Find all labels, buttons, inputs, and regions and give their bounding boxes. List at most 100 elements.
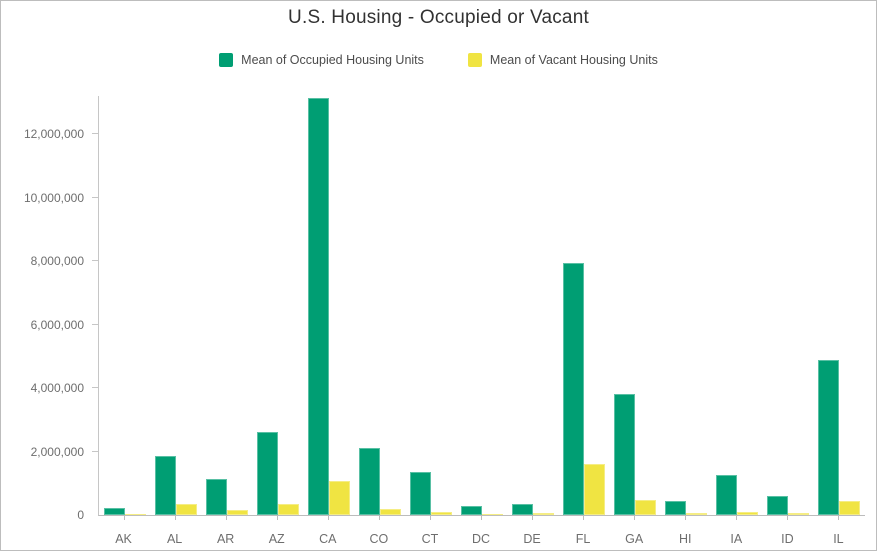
x-axis-label: CT	[421, 532, 439, 546]
bar-occupied-co[interactable]	[358, 448, 380, 515]
x-axis-label: ID	[781, 532, 794, 546]
bar-vacant-il[interactable]	[839, 500, 861, 515]
x-axis-tick	[634, 516, 636, 520]
x-axis-label: HI	[678, 532, 692, 546]
x-axis-cell-de: DE	[507, 516, 558, 548]
x-axis-cell-ar: AR	[200, 516, 251, 548]
x-axis-label: IA	[730, 532, 743, 546]
x-axis-tick	[429, 516, 431, 520]
bar-group-hi	[661, 96, 712, 515]
bar-occupied-hi[interactable]	[665, 501, 687, 515]
x-axis-label: CA	[319, 532, 337, 546]
x-axis: AK AL AR AZ CA CO CT DC DE FL GA HI IA ID IL	[98, 516, 864, 548]
x-axis-cell-il: IL	[813, 516, 864, 548]
x-axis-tick	[838, 516, 840, 520]
bar-occupied-id[interactable]	[767, 495, 789, 515]
bar-group-dc	[456, 96, 507, 515]
bar-group-il	[814, 96, 865, 515]
legend-label-vacant: Mean of Vacant Housing Units	[489, 53, 658, 67]
bar-group-id	[763, 96, 814, 515]
bar-vacant-fl[interactable]	[584, 464, 606, 515]
y-axis-label: 6,000,000	[30, 317, 84, 332]
bar-vacant-ar[interactable]	[226, 509, 248, 515]
y-axis-tick	[92, 387, 98, 389]
x-axis-label: DC	[471, 532, 490, 546]
bar-vacant-co[interactable]	[379, 508, 401, 515]
x-axis-label: DE	[523, 532, 541, 546]
x-axis-cell-ia: IA	[711, 516, 762, 548]
x-axis-label: GA	[625, 532, 644, 546]
x-axis-tick	[276, 516, 278, 520]
chart-title: U.S. Housing - Occupied or Vacant	[288, 7, 589, 28]
x-axis-tick	[123, 516, 125, 520]
bar-occupied-fl[interactable]	[563, 263, 585, 515]
bar-group-ga	[610, 96, 661, 515]
x-axis-cell-al: AL	[149, 516, 200, 548]
x-axis-cell-az: AZ	[251, 516, 302, 548]
x-axis-cell-dc: DC	[455, 516, 506, 548]
legend-item-vacant[interactable]: Mean of Vacant Housing Units	[467, 53, 658, 67]
bar-occupied-ia[interactable]	[716, 475, 738, 515]
x-axis-tick	[327, 516, 329, 520]
bar-group-fl	[559, 96, 610, 515]
bar-group-ct	[405, 96, 456, 515]
bar-vacant-al[interactable]	[175, 503, 197, 515]
bar-group-co	[354, 96, 405, 515]
x-axis-label: AK	[115, 532, 132, 546]
legend-item-occupied[interactable]: Mean of Occupied Housing Units	[219, 53, 424, 67]
bar-vacant-ca[interactable]	[328, 481, 350, 515]
y-axis-tick	[92, 133, 98, 135]
y-axis-label: 2,000,000	[30, 444, 84, 459]
bar-occupied-de[interactable]	[512, 504, 534, 515]
bar-group-de	[508, 96, 559, 515]
bar-vacant-ak[interactable]	[124, 513, 146, 515]
bar-group-ia	[712, 96, 763, 515]
bar-vacant-id[interactable]	[788, 513, 810, 515]
y-axis-label: 8,000,000	[30, 254, 84, 269]
bar-occupied-al[interactable]	[154, 455, 176, 515]
bar-vacant-az[interactable]	[277, 503, 299, 515]
x-axis-cell-co: CO	[353, 516, 404, 548]
x-axis-label: IL	[833, 532, 844, 546]
chart-legend: Mean of Occupied Housing Units Mean of V…	[1, 53, 876, 67]
x-axis-tick	[480, 516, 482, 520]
y-axis-tick	[92, 260, 98, 262]
y-axis-tick	[92, 196, 98, 198]
bar-occupied-dc[interactable]	[460, 506, 482, 515]
y-axis-label: 4,000,000	[30, 381, 84, 396]
y-axis-label: 0	[77, 508, 84, 522]
x-axis-cell-ga: GA	[609, 516, 660, 548]
x-axis-tick	[787, 516, 789, 520]
x-axis-label: AL	[166, 532, 183, 546]
bar-occupied-ak[interactable]	[103, 508, 125, 515]
plot-area	[98, 96, 865, 516]
x-axis-tick	[532, 516, 534, 520]
y-axis-tick	[92, 323, 98, 325]
bar-vacant-de[interactable]	[533, 512, 555, 515]
bar-group-ak	[99, 96, 150, 515]
x-axis-tick	[225, 516, 227, 520]
vacant-series-swatch-icon	[467, 53, 482, 67]
bar-occupied-az[interactable]	[256, 432, 278, 515]
bar-occupied-il[interactable]	[818, 360, 840, 515]
x-axis-cell-ak: AK	[98, 516, 149, 548]
x-axis-cell-fl: FL	[558, 516, 609, 548]
bar-vacant-ct[interactable]	[430, 511, 452, 515]
bar-occupied-ca[interactable]	[307, 97, 329, 515]
bar-vacant-hi[interactable]	[686, 513, 708, 515]
bar-occupied-ar[interactable]	[205, 479, 227, 515]
x-axis-tick	[736, 516, 738, 520]
x-axis-cell-ct: CT	[404, 516, 455, 548]
x-axis-tick	[174, 516, 176, 520]
bar-vacant-dc[interactable]	[481, 514, 503, 515]
x-axis-tick	[378, 516, 380, 520]
bar-group-ca	[303, 96, 354, 515]
bar-vacant-ga[interactable]	[635, 500, 657, 515]
bar-vacant-ia[interactable]	[737, 511, 759, 515]
bar-group-ar	[201, 96, 252, 515]
bar-group-az	[252, 96, 303, 515]
bar-occupied-ga[interactable]	[614, 394, 636, 515]
x-axis-label: CO	[369, 532, 389, 546]
bar-occupied-ct[interactable]	[409, 472, 431, 515]
